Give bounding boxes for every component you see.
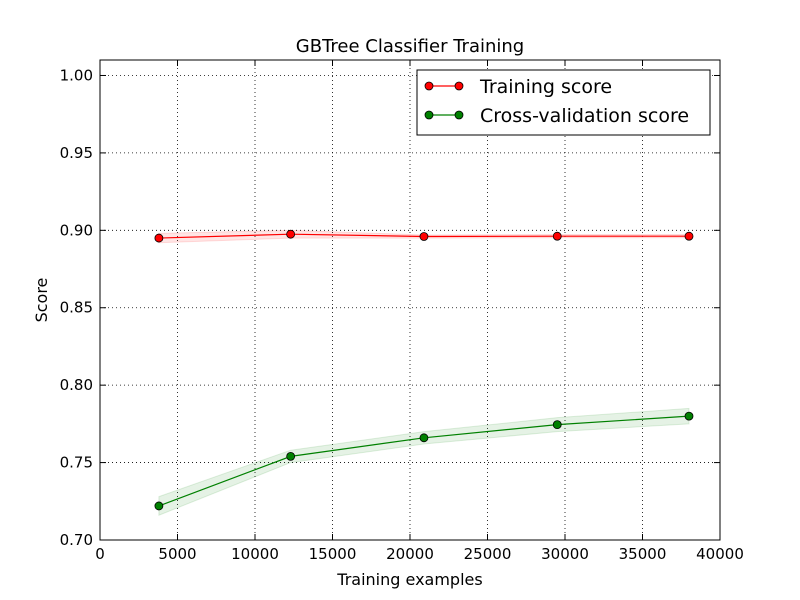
y-tick-label: 0.95	[60, 144, 93, 162]
y-tick-label: 0.80	[60, 376, 93, 394]
training-score-point	[684, 231, 694, 241]
x-tick-label: 15000	[309, 545, 357, 563]
x-tick-label: 10000	[231, 545, 279, 563]
y-tick-label: 0.85	[60, 299, 93, 317]
cv-score-point	[419, 433, 429, 443]
y-tick-label: 0.70	[60, 531, 93, 549]
x-tick-label: 25000	[464, 545, 512, 563]
training-score-point	[552, 231, 562, 241]
legend-training-marker-right	[454, 81, 464, 91]
legend-training-label: Training score	[479, 76, 612, 98]
training-score-point	[419, 232, 429, 241]
cv-score-point	[154, 501, 164, 511]
x-tick-label: 20000	[386, 545, 434, 563]
y-tick-label: 0.75	[60, 454, 93, 472]
axis-ticks: 0 5000 10000 15000 20000 25000 30000 35000 40000…	[60, 60, 744, 563]
x-tick-label: 35000	[619, 545, 667, 563]
x-tick-label: 0	[95, 545, 105, 563]
y-tick-label: 1.00	[60, 66, 93, 84]
x-axis-label: Training examples	[336, 570, 482, 589]
x-tick-label: 40000	[696, 545, 744, 563]
cv-score-point	[552, 420, 562, 430]
legend-cv-label: Cross-validation score	[480, 105, 689, 127]
series-points	[154, 229, 694, 511]
chart-title: GBTree Classifier Training	[296, 36, 524, 57]
legend-box	[416, 69, 711, 136]
y-tick-label: 0.90	[60, 221, 93, 239]
x-tick-label: 5000	[158, 545, 196, 563]
training-score-point	[154, 233, 164, 243]
x-tick-label: 30000	[541, 545, 589, 563]
y-axis-label: Score	[32, 278, 51, 323]
training-score-point	[286, 229, 296, 239]
cv-score-point	[684, 411, 694, 421]
legend-training-marker-left	[424, 81, 434, 91]
legend-cv-marker-right	[454, 110, 464, 120]
legend: Training score Cross-validation score	[416, 69, 711, 136]
cv-score-point	[286, 451, 296, 461]
legend-cv-marker-left	[424, 110, 434, 120]
